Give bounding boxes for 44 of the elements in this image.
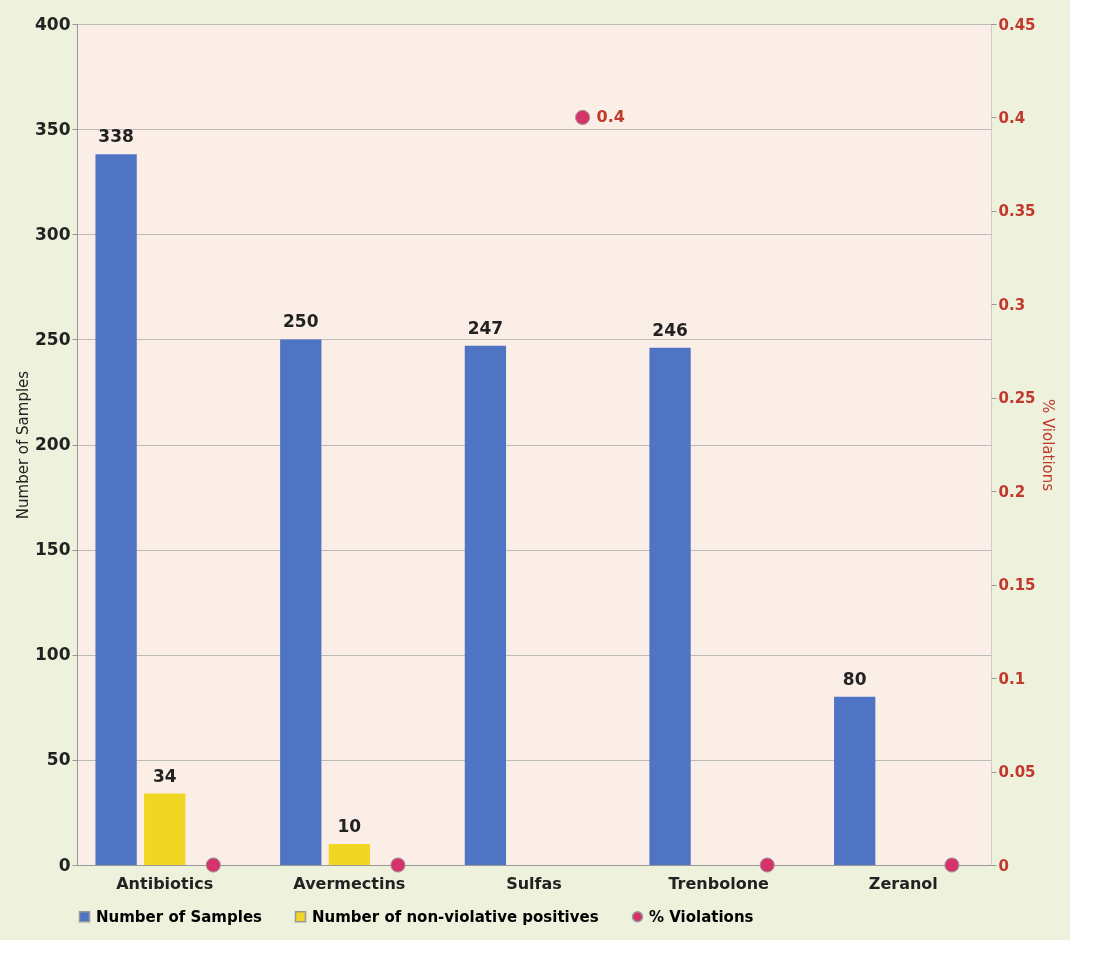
y2-tick-label: 0.1: [998, 669, 1026, 688]
y2-tick-label: 0.4: [998, 108, 1026, 127]
bar: [95, 154, 137, 865]
x-tick-label: Sulfas: [506, 873, 562, 893]
y-tick-label: 250: [35, 328, 71, 349]
x-tick-label: Trenbolone: [668, 873, 770, 893]
data-label: 80: [842, 668, 867, 689]
y-tick-label: 400: [35, 13, 71, 34]
bar: [834, 696, 876, 865]
y-tick-label: 50: [46, 749, 71, 770]
x-tick-label: Avermectins: [293, 873, 406, 893]
y2-tick-label: 0.2: [998, 482, 1026, 501]
y2-tick-label: 0.35: [998, 202, 1036, 221]
y2-tick-label: 0.15: [998, 576, 1036, 595]
bar: [464, 345, 507, 865]
y2-tick-label: 0.25: [998, 389, 1036, 408]
y2-tick-label: 0.3: [998, 295, 1026, 314]
x-tick-label: Antibiotics: [116, 873, 214, 893]
data-label: 0.4: [596, 107, 625, 127]
data-label: 34: [152, 765, 177, 786]
y-axis-title: Number of Samples: [14, 370, 33, 520]
y-tick-label: 300: [35, 223, 71, 244]
bar: [649, 347, 691, 865]
y2-axis-title: % Violations: [1038, 398, 1057, 492]
bar: [280, 339, 322, 865]
y2-tick-label: 0.05: [998, 763, 1036, 782]
y2-tick-label: 0.45: [998, 15, 1036, 34]
y-tick-label: 100: [35, 644, 71, 665]
data-label: 10: [337, 815, 362, 836]
y-tick-label: 150: [35, 539, 71, 560]
y2-tick-label: 0: [998, 856, 1009, 875]
bar: [144, 793, 186, 865]
data-label: 250: [283, 311, 319, 332]
data-label: 247: [467, 317, 504, 338]
y-tick-label: 0: [58, 854, 71, 875]
data-label: 246: [652, 319, 688, 340]
bar: [328, 843, 370, 865]
y-tick-label: 350: [35, 118, 71, 139]
x-tick-label: Zeranol: [868, 873, 938, 893]
data-label: 338: [98, 126, 134, 147]
legend-label: Number of Samples: [96, 907, 263, 926]
y-tick-label: 200: [35, 434, 71, 454]
legend-label: Number of non-violative positives: [312, 907, 599, 926]
legend-label: % Violations: [649, 907, 754, 926]
